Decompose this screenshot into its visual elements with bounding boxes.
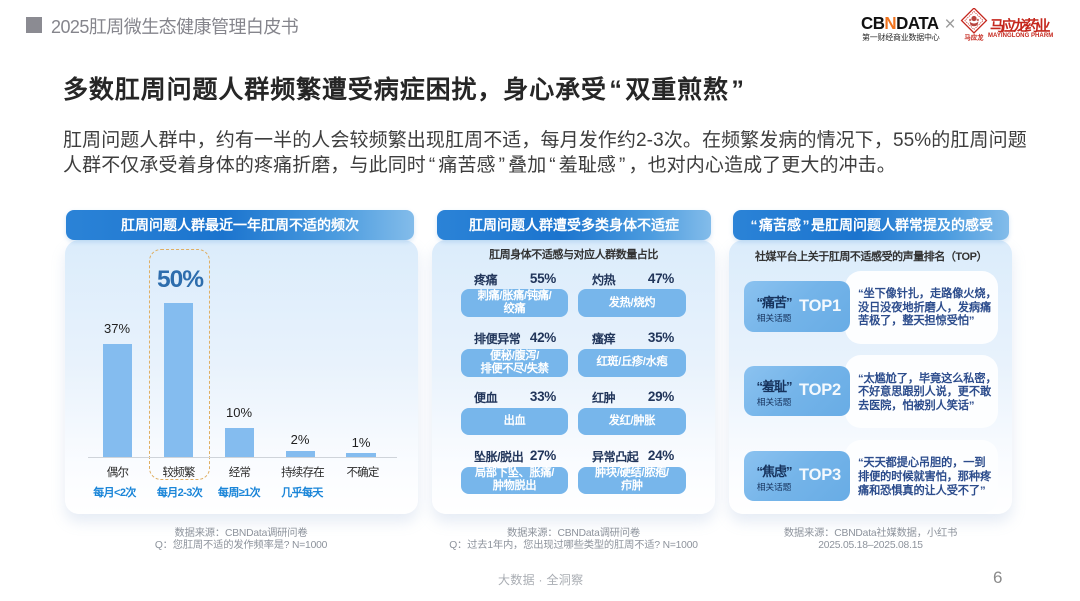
- svg-text:马应龙: 马应龙: [964, 33, 984, 42]
